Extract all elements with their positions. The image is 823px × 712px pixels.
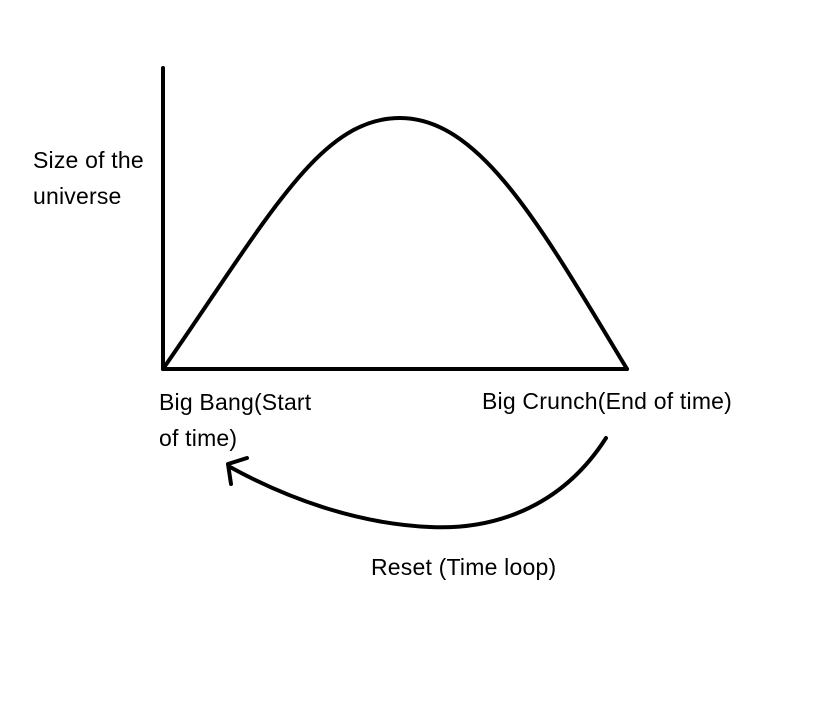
big-bang-label-line2: of time): [159, 425, 238, 451]
big-bang-label-line1: Big Bang(Start: [159, 389, 312, 415]
reset-loop-label: Reset (Time loop): [371, 554, 557, 580]
y-axis-label-line2: universe: [33, 183, 122, 209]
reset-loop-arrow: [228, 436, 608, 530]
universe-size-curve: [161, 116, 629, 371]
y-axis-label-line1: Size of the: [33, 147, 144, 173]
big-crunch-label: Big Crunch(End of time): [482, 388, 733, 414]
reset-arrowhead: [226, 456, 249, 486]
